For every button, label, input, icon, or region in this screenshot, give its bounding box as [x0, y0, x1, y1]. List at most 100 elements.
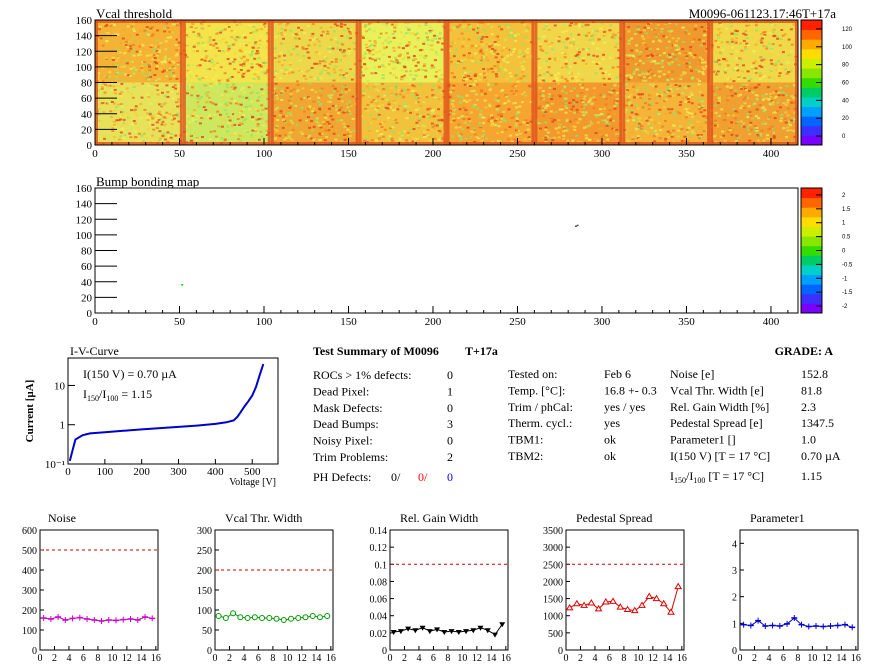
vcal-pixel [424, 34, 428, 36]
vcal-pixel [155, 121, 159, 124]
vcal-pixel [130, 60, 134, 63]
vcal-pixel [406, 131, 410, 134]
vcal-pixel [227, 47, 231, 50]
vcal-pixel [481, 116, 485, 119]
vcal-pixel [327, 107, 331, 110]
vcal-pixel [603, 83, 607, 86]
vcal-pixel [112, 91, 116, 94]
bump-palette-swatch [801, 255, 822, 266]
vcal-pixel [503, 68, 507, 71]
vcal-pixel [425, 96, 429, 99]
vcal-pixel [346, 125, 350, 128]
vcal-pixel [449, 29, 453, 32]
vcal-pixel [691, 126, 695, 129]
vcal-pixel [119, 115, 123, 118]
vcal-pixel [495, 94, 499, 97]
vcal-pixel [240, 116, 244, 119]
vcal-pixel [739, 107, 743, 110]
vcal-pixel [207, 107, 211, 110]
vcal-pixel [373, 59, 377, 62]
vcal-pixel [467, 23, 471, 26]
vcal-pixel [137, 107, 141, 110]
vcal-pixel [214, 82, 218, 85]
vcal-pixel [324, 116, 328, 119]
vcal-pixel [353, 63, 357, 66]
vcal-pixel [393, 66, 397, 69]
vcal-pixel [414, 58, 418, 60]
vcal-pixel [465, 94, 469, 97]
vcal-pixel [751, 68, 754, 71]
vcal-pixel [260, 104, 264, 107]
vcal-pixel [114, 68, 118, 71]
vcal-pixel [330, 93, 334, 96]
vcal-chip-edge [534, 142, 623, 145]
vcal-pixel [701, 73, 705, 75]
plot-x-tick-label: 8 [95, 653, 100, 664]
vcal-pixel [253, 84, 257, 87]
vcal-pixel [507, 34, 510, 37]
vcal-pixel [564, 111, 568, 114]
vcal-pixel [231, 60, 235, 63]
vcal-pixel [641, 35, 645, 38]
vcal-pixel [369, 113, 373, 116]
vcal-pixel [318, 44, 322, 47]
vcal-pixel [493, 65, 497, 68]
vcal-pixel [654, 53, 658, 56]
vcal-chip-edge [179, 82, 183, 145]
vcal-pixel [574, 75, 578, 78]
vcal-pixel [671, 133, 675, 136]
vcal-pixel [197, 89, 201, 92]
vcal-pixel [702, 68, 706, 71]
bump-palette-swatch [801, 197, 822, 208]
vcal-pixel [330, 125, 334, 128]
vcal-pixel [155, 54, 159, 57]
vcal-pixel [152, 54, 156, 57]
vcal-pixel [726, 41, 729, 44]
vcal-pixel [510, 90, 514, 92]
vcal-pixel [280, 27, 284, 30]
vcal-pixel [311, 32, 315, 35]
vcal-pixel [332, 52, 336, 55]
vcal-pixel [694, 105, 697, 108]
vcal-pixel [612, 102, 616, 105]
summary-condition-value: ok [604, 433, 616, 447]
vcal-pixel [451, 89, 455, 92]
vcal-pixel [650, 127, 654, 129]
vcal-pixel [290, 138, 294, 141]
vcal-pixel [329, 96, 333, 99]
vcal-pixel [142, 47, 146, 50]
vcal-pixel [284, 121, 287, 124]
vcal-pixel [387, 42, 391, 45]
vcal-pixel [589, 97, 593, 100]
vcal-pixel [734, 110, 738, 113]
vcal-pixel [718, 64, 722, 67]
vcal-pixel [387, 63, 391, 66]
vcal-pixel [597, 128, 601, 131]
vcal-pixel [419, 55, 423, 58]
vcal-pixel [769, 95, 773, 98]
vcal-pixel [486, 120, 490, 123]
vcal-pixel [239, 139, 243, 142]
vcal-pixel [335, 90, 339, 93]
vcal-chip-edge [534, 20, 538, 83]
vcal-pixel [786, 107, 790, 110]
bump-x-tick-label: 100 [256, 316, 273, 328]
plot-y-tick-label: 0 [382, 646, 387, 657]
vcal-pixel [522, 80, 526, 83]
vcal-pixel [637, 53, 641, 56]
vcal-pixel [539, 122, 543, 125]
vcal-pixel [405, 139, 409, 142]
vcal-pixel [479, 125, 482, 128]
vcal-pixel [462, 26, 466, 29]
vcal-pixel [683, 71, 687, 74]
vcal-pixel [422, 42, 426, 45]
vcal-pixel [555, 77, 559, 79]
vcal-pixel [742, 64, 745, 67]
vcal-pixel [538, 75, 542, 78]
vcal-pixel [657, 112, 661, 115]
vcal-pixel [544, 128, 548, 131]
vcal-pixel [416, 138, 420, 141]
vcal-pixel [452, 97, 456, 100]
vcal-pixel [750, 29, 754, 32]
vcal-pixel [282, 37, 285, 40]
